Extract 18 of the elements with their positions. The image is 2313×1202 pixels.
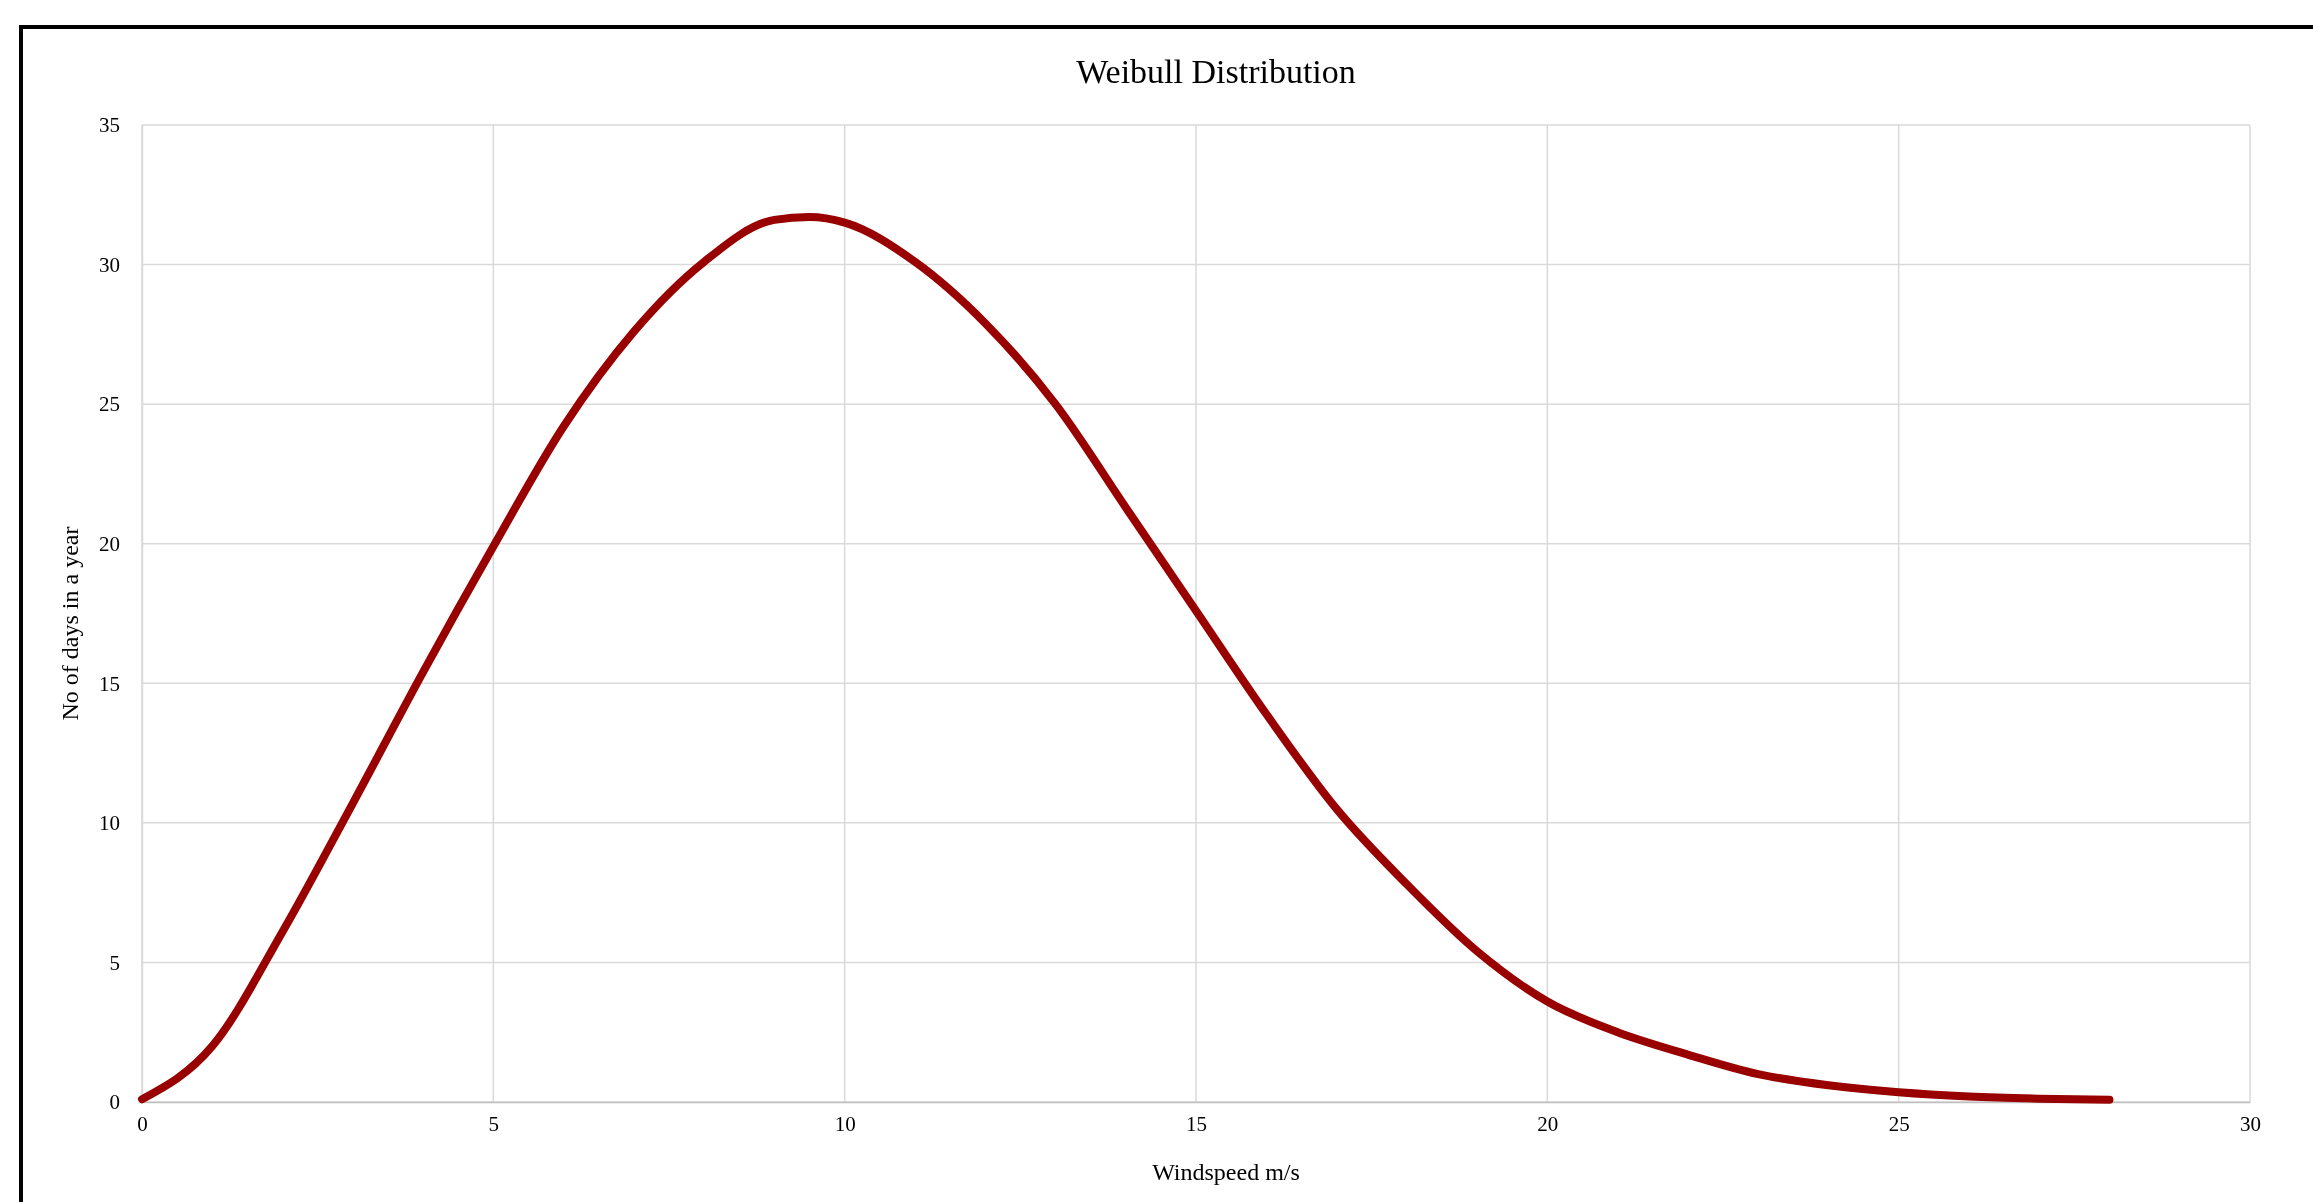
- y-tick-label: 35: [99, 113, 120, 138]
- chart-title: Weibull Distribution: [1076, 53, 1356, 90]
- x-tick-label: 15: [1186, 1111, 1207, 1136]
- y-tick-label: 10: [99, 811, 120, 836]
- x-tick-label: 5: [488, 1111, 500, 1136]
- y-tick-label: 30: [99, 252, 120, 277]
- x-axis-title: Windspeed m/s: [1152, 1159, 1300, 1185]
- x-tick-label: 10: [834, 1111, 856, 1136]
- x-tick-label: 30: [2240, 1111, 2261, 1136]
- x-tick-label: 25: [1888, 1111, 1910, 1136]
- y-tick-label: 15: [99, 671, 120, 696]
- y-tick-label: 20: [99, 531, 120, 556]
- x-tick-label: 0: [137, 1111, 148, 1136]
- y-tick-label: 0: [109, 1090, 120, 1115]
- y-tick-label: 25: [99, 392, 120, 417]
- y-axis-title: No of days in a year: [57, 526, 83, 721]
- x-tick-label: 20: [1537, 1111, 1559, 1136]
- y-tick-label: 5: [109, 950, 120, 975]
